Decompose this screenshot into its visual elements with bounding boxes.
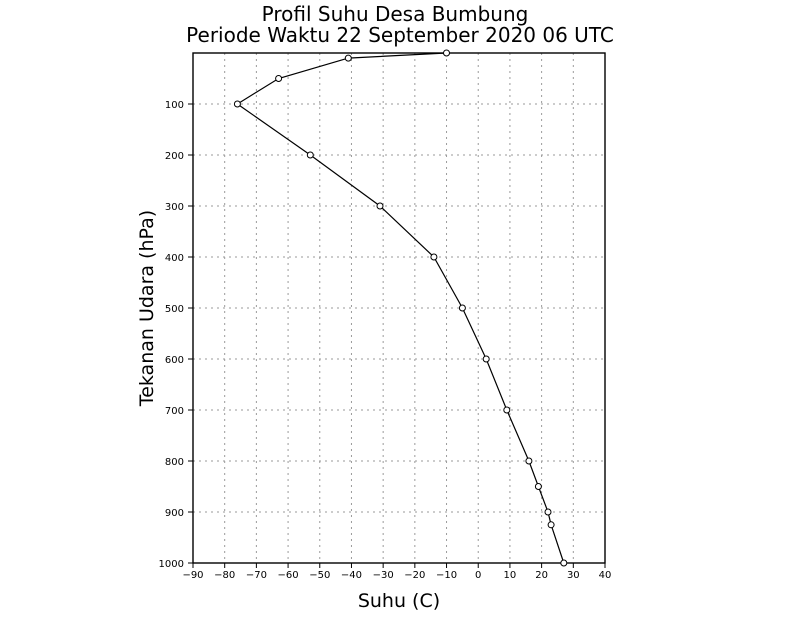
data-point xyxy=(503,406,511,414)
x-tick-label: −60 xyxy=(278,570,299,581)
y-axis-label: Tekanan Udara (hPa) xyxy=(136,210,158,407)
x-tick-label: −40 xyxy=(341,570,362,581)
chart-title: Profil Suhu Desa Bumbung xyxy=(262,2,529,26)
chart-subtitle: Periode Waktu 22 September 2020 06 UTC xyxy=(186,23,614,47)
y-tick-label: 900 xyxy=(165,508,184,519)
data-point xyxy=(525,457,533,465)
y-axis-ticks: 100 200 300 400 500 600 700 800 900 1000 xyxy=(159,100,193,570)
data-point xyxy=(344,54,352,62)
y-tick-label: 200 xyxy=(165,151,184,162)
y-tick-label: 1000 xyxy=(159,559,184,570)
data-point xyxy=(306,151,314,159)
x-tick-label: 20 xyxy=(535,570,548,581)
x-tick-label: −90 xyxy=(182,570,203,581)
x-tick-label: −10 xyxy=(436,570,457,581)
x-tick-label: 10 xyxy=(504,570,517,581)
x-axis-label: Suhu (C) xyxy=(358,590,440,612)
y-tick-label: 600 xyxy=(165,355,184,366)
data-point xyxy=(376,202,384,210)
data-point xyxy=(560,559,568,567)
data-point xyxy=(547,521,555,529)
data-point xyxy=(482,355,490,363)
x-tick-label: 0 xyxy=(475,570,481,581)
series-line xyxy=(236,52,565,564)
x-tick-label: −70 xyxy=(246,570,267,581)
y-tick-label: 700 xyxy=(165,406,184,417)
temperature-profile-series xyxy=(233,49,568,567)
x-axis-ticks: −90 −80 −70 −60 −50 −40 −30 −20 −10 0 10 20 30 40 xyxy=(182,563,611,581)
data-point xyxy=(443,49,450,57)
y-tick-label: 500 xyxy=(165,304,184,315)
data-point xyxy=(544,508,552,516)
data-point xyxy=(233,100,241,108)
grid-lines xyxy=(193,53,605,564)
data-point xyxy=(275,75,283,82)
x-tick-label: −80 xyxy=(214,570,235,581)
x-tick-label: 30 xyxy=(567,570,580,581)
y-tick-label: 100 xyxy=(165,100,184,111)
data-point xyxy=(458,304,466,312)
y-tick-label: 800 xyxy=(165,457,184,468)
x-tick-label: 40 xyxy=(599,570,612,581)
x-tick-label: −20 xyxy=(404,570,425,581)
data-point xyxy=(430,253,438,261)
y-tick-label: 300 xyxy=(165,202,184,213)
x-tick-label: −50 xyxy=(309,570,330,581)
x-tick-label: −30 xyxy=(373,570,394,581)
data-point xyxy=(534,483,542,490)
y-tick-label: 400 xyxy=(165,253,184,264)
